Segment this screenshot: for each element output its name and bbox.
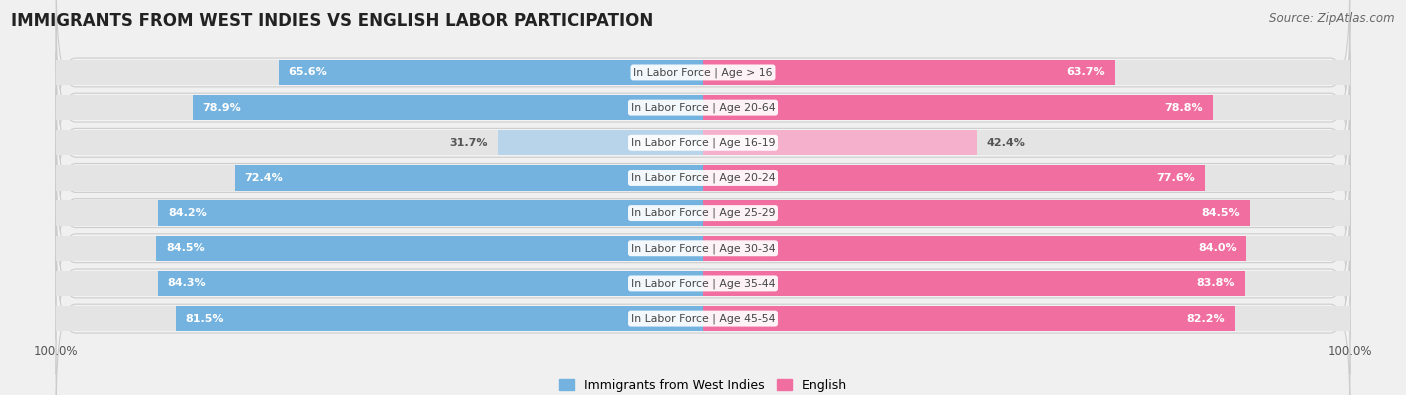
Bar <box>703 271 1244 296</box>
Bar <box>159 200 703 226</box>
Bar <box>56 60 703 85</box>
Text: In Labor Force | Age 20-64: In Labor Force | Age 20-64 <box>631 102 775 113</box>
FancyBboxPatch shape <box>56 0 1350 164</box>
Text: 65.6%: 65.6% <box>288 68 328 77</box>
Text: 84.5%: 84.5% <box>1201 208 1240 218</box>
Bar <box>156 235 703 261</box>
FancyBboxPatch shape <box>56 228 1350 395</box>
Text: IMMIGRANTS FROM WEST INDIES VS ENGLISH LABOR PARTICIPATION: IMMIGRANTS FROM WEST INDIES VS ENGLISH L… <box>11 12 654 30</box>
Bar <box>703 306 1350 331</box>
Bar <box>56 271 703 296</box>
Text: 81.5%: 81.5% <box>186 314 224 324</box>
Text: 72.4%: 72.4% <box>245 173 283 183</box>
Bar <box>703 165 1205 191</box>
Bar <box>56 306 703 331</box>
Text: 42.4%: 42.4% <box>987 138 1026 148</box>
Bar <box>703 271 1350 296</box>
Bar <box>56 95 703 120</box>
Bar <box>703 306 1234 331</box>
Text: In Labor Force | Age 45-54: In Labor Force | Age 45-54 <box>631 313 775 324</box>
Text: 77.6%: 77.6% <box>1156 173 1195 183</box>
Bar <box>703 60 1350 85</box>
Text: In Labor Force | Age 25-29: In Labor Force | Age 25-29 <box>631 208 775 218</box>
Bar <box>157 271 703 296</box>
Bar <box>56 235 703 261</box>
Bar <box>56 165 703 191</box>
Bar <box>235 165 703 191</box>
Text: 84.5%: 84.5% <box>166 243 205 253</box>
Text: 82.2%: 82.2% <box>1187 314 1225 324</box>
Text: In Labor Force | Age 20-24: In Labor Force | Age 20-24 <box>631 173 775 183</box>
Legend: Immigrants from West Indies, English: Immigrants from West Indies, English <box>554 374 852 395</box>
Bar <box>703 130 1350 156</box>
Text: In Labor Force | Age > 16: In Labor Force | Age > 16 <box>633 67 773 78</box>
Text: 84.2%: 84.2% <box>169 208 207 218</box>
Bar <box>703 200 1250 226</box>
Text: 84.3%: 84.3% <box>167 278 207 288</box>
FancyBboxPatch shape <box>56 192 1350 374</box>
Text: In Labor Force | Age 30-34: In Labor Force | Age 30-34 <box>631 243 775 254</box>
Text: 31.7%: 31.7% <box>450 138 488 148</box>
Bar <box>56 200 703 226</box>
FancyBboxPatch shape <box>56 157 1350 339</box>
Bar <box>703 235 1350 261</box>
Bar <box>176 306 703 331</box>
Text: In Labor Force | Age 35-44: In Labor Force | Age 35-44 <box>631 278 775 289</box>
Bar <box>703 130 977 156</box>
Bar <box>498 130 703 156</box>
Bar <box>703 200 1350 226</box>
Bar <box>278 60 703 85</box>
FancyBboxPatch shape <box>56 52 1350 234</box>
Text: 78.9%: 78.9% <box>202 103 242 113</box>
FancyBboxPatch shape <box>56 87 1350 269</box>
Text: In Labor Force | Age 16-19: In Labor Force | Age 16-19 <box>631 137 775 148</box>
Text: 78.8%: 78.8% <box>1164 103 1204 113</box>
Text: 83.8%: 83.8% <box>1197 278 1236 288</box>
Text: 84.0%: 84.0% <box>1198 243 1237 253</box>
Text: 63.7%: 63.7% <box>1067 68 1105 77</box>
FancyBboxPatch shape <box>56 17 1350 199</box>
Bar <box>703 235 1246 261</box>
Text: Source: ZipAtlas.com: Source: ZipAtlas.com <box>1270 12 1395 25</box>
Bar <box>56 130 703 156</box>
Bar <box>703 95 1350 120</box>
FancyBboxPatch shape <box>56 122 1350 304</box>
Bar <box>703 165 1350 191</box>
Bar <box>703 60 1115 85</box>
Bar <box>193 95 703 120</box>
Bar <box>703 95 1212 120</box>
